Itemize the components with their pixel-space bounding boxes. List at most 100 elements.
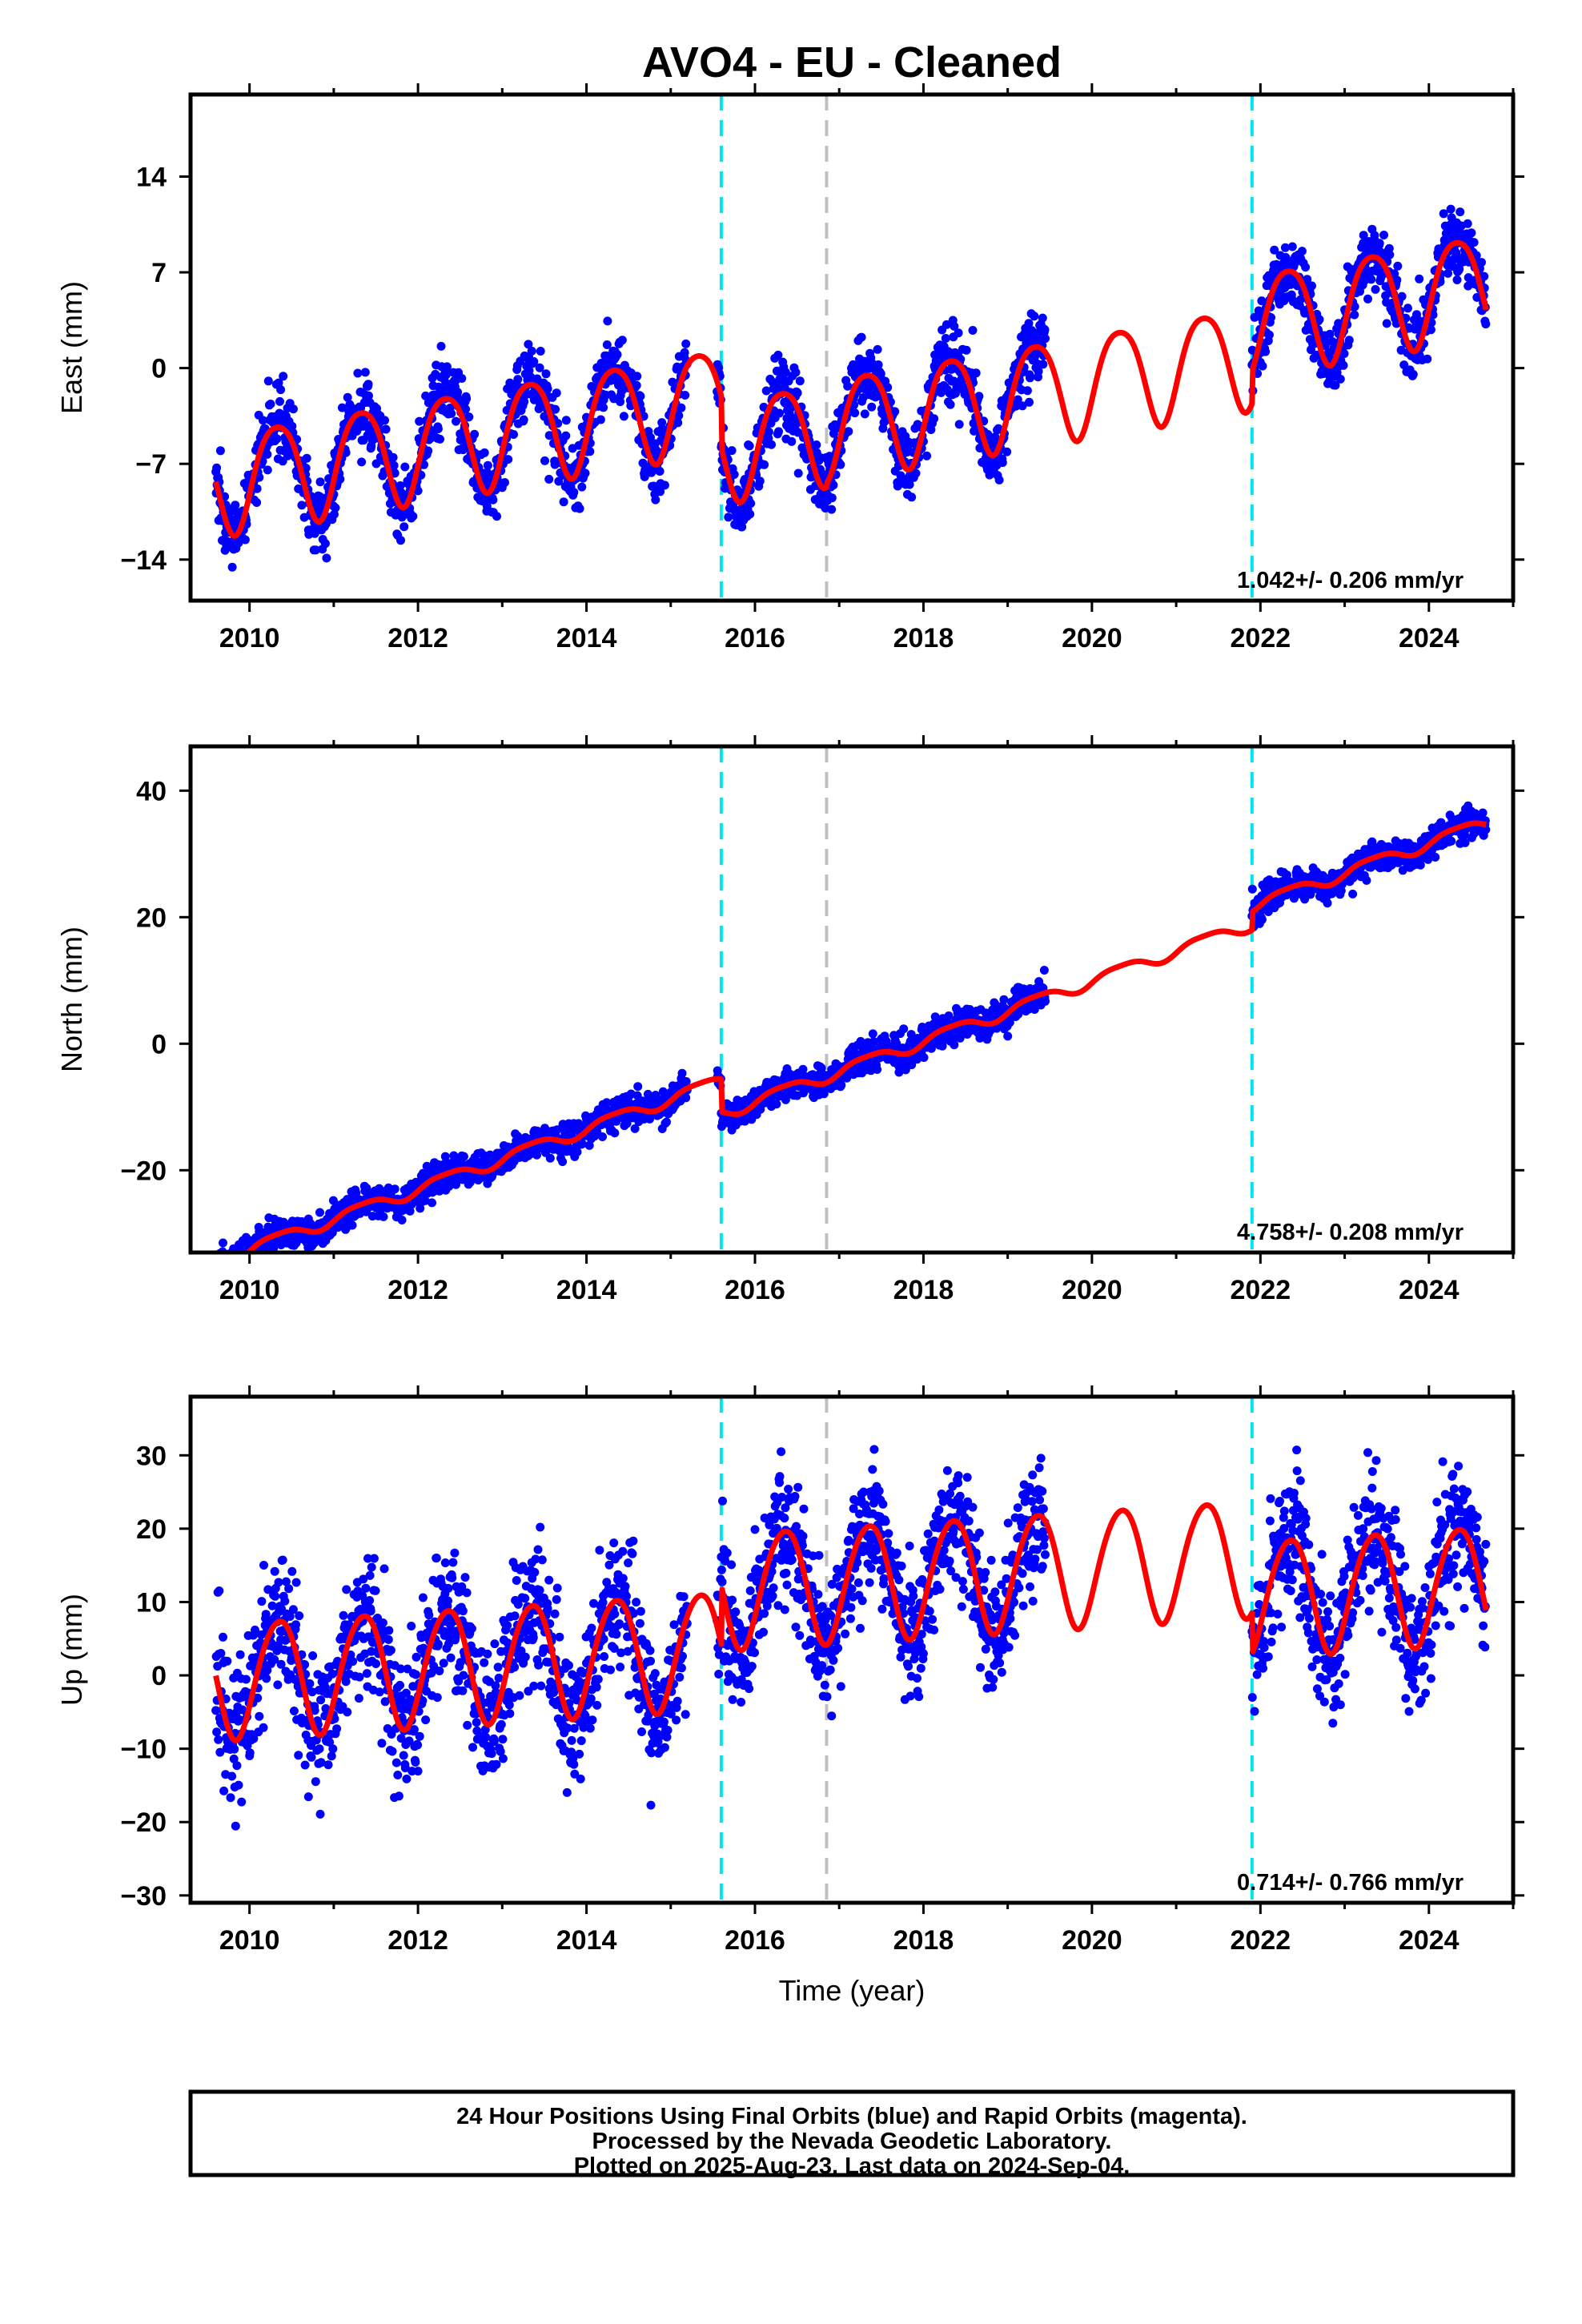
observation-point — [1307, 281, 1316, 291]
observation-point — [1382, 319, 1391, 328]
observation-point — [843, 381, 853, 391]
observation-point — [396, 536, 405, 545]
observation-point — [341, 448, 351, 457]
observation-point — [306, 1219, 315, 1228]
x-tick-label: 2010 — [219, 623, 280, 653]
observation-point — [1447, 836, 1456, 846]
observation-point — [1452, 248, 1461, 258]
panel-frame — [188, 92, 1516, 603]
observation-point — [559, 497, 568, 507]
observation-point — [1399, 360, 1409, 370]
observation-point — [775, 408, 784, 418]
observation-point — [724, 513, 733, 522]
observation-point — [890, 407, 900, 416]
observation-point — [1431, 852, 1440, 862]
observation-point — [219, 1238, 227, 1248]
observation-point — [453, 388, 463, 397]
observation-point — [1469, 238, 1479, 247]
observation-point — [1423, 354, 1432, 364]
observation-point — [470, 429, 480, 439]
observation-point — [857, 332, 866, 342]
observation-point — [660, 480, 669, 490]
observation-point — [1026, 373, 1034, 383]
observation-point — [729, 470, 739, 479]
observation-point — [464, 412, 474, 422]
observation-point — [397, 1216, 407, 1224]
observation-point — [1264, 330, 1274, 340]
observation-point — [1038, 313, 1047, 323]
observation-point — [275, 396, 284, 406]
observation-point — [899, 1024, 909, 1034]
observation-point — [1280, 243, 1290, 252]
observation-point — [529, 357, 539, 366]
observation-point — [677, 1068, 687, 1078]
observation-point — [335, 474, 345, 484]
observation-point — [755, 476, 765, 486]
observation-point — [343, 392, 352, 402]
observation-point — [311, 545, 320, 555]
x-tick-label: 2012 — [387, 623, 448, 653]
observation-point — [1040, 325, 1050, 335]
observation-point — [580, 468, 590, 478]
observation-point — [612, 350, 622, 360]
plot-area — [212, 746, 1491, 1252]
observation-point — [353, 368, 363, 378]
observation-point — [347, 1220, 357, 1230]
x-tick-label: 2014 — [556, 623, 617, 653]
observation-point — [795, 376, 805, 386]
observation-point — [561, 431, 571, 440]
observation-point — [461, 404, 471, 414]
observation-point — [569, 488, 579, 497]
observation-point — [950, 321, 959, 331]
observation-point — [1363, 294, 1372, 304]
observation-point — [400, 462, 410, 472]
observation-point — [1362, 875, 1371, 885]
observation-point — [1359, 231, 1368, 240]
observation-point — [1018, 401, 1027, 411]
observation-point — [331, 503, 340, 513]
observation-point — [1393, 261, 1403, 271]
observation-point — [774, 427, 783, 436]
observation-point — [215, 446, 225, 456]
observation-point — [1034, 367, 1043, 376]
observation-point — [541, 369, 551, 379]
observation-point — [636, 392, 645, 401]
observation-point — [1456, 207, 1465, 217]
observation-point — [252, 498, 262, 507]
observation-point — [681, 1093, 691, 1103]
observation-point — [315, 477, 325, 487]
observation-point — [276, 385, 286, 395]
observation-point — [781, 368, 790, 377]
observation-point — [540, 456, 549, 465]
observation-point — [572, 1147, 582, 1156]
observation-point — [1408, 370, 1418, 379]
observation-point — [1030, 312, 1039, 321]
observation-point — [1350, 310, 1359, 320]
velocity-rate-label: 1.042+/- 0.206 mm/yr — [1237, 568, 1464, 593]
observation-point — [272, 434, 282, 444]
observation-point — [633, 1082, 643, 1092]
observation-point — [259, 416, 267, 425]
observation-point — [812, 440, 821, 449]
observation-point — [954, 420, 964, 429]
observation-point — [1375, 239, 1384, 248]
observation-point — [351, 1188, 361, 1198]
observation-point — [619, 412, 628, 421]
observation-point — [519, 415, 528, 424]
observation-point — [764, 427, 773, 436]
observation-point — [357, 457, 367, 467]
observation-point — [543, 384, 552, 393]
observation-point — [994, 424, 1003, 433]
observation-point — [1446, 204, 1456, 214]
observation-point — [1350, 302, 1359, 312]
observation-point — [1335, 374, 1345, 384]
observation-point — [905, 480, 914, 489]
observation-point — [320, 539, 330, 549]
observation-point — [1247, 884, 1257, 894]
observation-point — [737, 522, 747, 532]
observation-point — [561, 416, 571, 425]
observation-point — [337, 403, 347, 412]
observation-point — [1344, 336, 1354, 345]
observation-point — [536, 347, 545, 356]
